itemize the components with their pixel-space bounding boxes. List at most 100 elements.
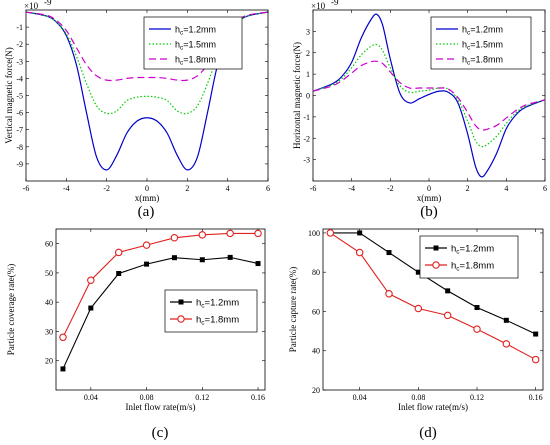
y-tick-label: -6 [16, 109, 23, 118]
series-line-1 [312, 13, 546, 178]
data-point-circle [326, 229, 335, 237]
data-point-square [474, 305, 480, 311]
legend-entry: hc=1.2mm [175, 25, 216, 37]
series-line-1 [62, 256, 259, 370]
exponent-power: -9 [331, 0, 339, 7]
legend-text-sub: c [180, 60, 184, 67]
data-point-circle [502, 340, 511, 348]
panel-label: (b) [420, 204, 438, 220]
x-tick-label: 0.08 [411, 393, 425, 402]
legend-text-sub: c [467, 30, 471, 37]
data-point-circle [254, 229, 262, 238]
data-point-square [445, 288, 451, 294]
legend-text-base: h [175, 55, 180, 65]
y-tick-label: 80 [312, 268, 320, 277]
x-tick-label: 6 [543, 184, 547, 193]
legend-text-rest: =1.2mm [183, 25, 216, 35]
legend-box [430, 16, 532, 70]
x-tick-label: 0.04 [84, 393, 98, 402]
data-point-circle [355, 248, 364, 257]
y-tick-label: 3 [306, 27, 310, 36]
data-point-square [255, 261, 261, 267]
data-point-square [88, 305, 94, 311]
chart-panel-3: 0.04 0.08 0.12 0.16 20 30 40 50 60 Inlet flow rat… [6, 228, 266, 441]
y-tick-label: 40 [312, 347, 320, 356]
legend-marker-circle [432, 261, 440, 269]
y-tick-label: 60 [45, 240, 53, 249]
legend-text-base: h [451, 244, 456, 255]
legend-text-rest: =1.2mm [460, 244, 495, 255]
x-tick-label: 0.08 [140, 393, 154, 402]
series-line-2 [62, 232, 259, 338]
data-point-square [227, 254, 233, 260]
data-point-circle [114, 248, 123, 257]
y-axis-label: Particle capture rate(%) [288, 267, 298, 352]
series-line-2 [330, 232, 536, 361]
x-tick-label: 0 [427, 184, 431, 193]
y-tick-label: 30 [45, 327, 53, 336]
x-tick-label: 2 [185, 184, 189, 193]
x-tick-label: 0.04 [353, 393, 367, 402]
legend-entry: hc=1.8mm [462, 55, 503, 67]
legend-marker-square [178, 299, 184, 305]
legend-text-sub: c [201, 320, 205, 327]
x-axis-label: Inlet flow rate(m/s) [398, 402, 468, 412]
legend-text-sub: c [456, 266, 460, 273]
exponent-label: ×10 [24, 1, 39, 11]
legend-text-base: h [451, 261, 456, 272]
legend-text-base: h [175, 40, 180, 50]
data-point-circle [87, 276, 95, 284]
legend-text-rest: =1.5mm [470, 40, 503, 50]
y-tick-label: 0 [306, 92, 310, 101]
data-point-circle [59, 333, 67, 342]
legend-text-base: h [462, 25, 467, 35]
legend-text-base: h [462, 55, 467, 65]
data-point-circle [198, 231, 207, 239]
exponent-power: -9 [44, 0, 52, 7]
data-point-square [386, 250, 392, 256]
x-tick-label: 0 [145, 184, 149, 193]
x-axis-label: x(mm) [135, 193, 160, 203]
data-point-square [60, 366, 66, 372]
y-tick-label: -1 [303, 113, 310, 122]
chart-panel-4: 0.04 0.08 0.12 0.16 20 40 60 80 100 Inlet flow ra… [288, 228, 544, 441]
data-point-square [144, 261, 150, 267]
data-point-circle [531, 355, 540, 364]
legend-marker-square [433, 245, 439, 251]
legend-entry: hc=1.8mm [451, 261, 494, 273]
y-tick-label: -3 [303, 156, 310, 165]
legend-entry: hc=1.5mm [175, 40, 216, 52]
series-line-3 [312, 60, 546, 131]
y-tick-label: 2 [306, 49, 310, 58]
y-tick-label: -1 [16, 23, 23, 32]
legend-text-sub: c [467, 45, 471, 52]
x-axis-label: Inlet flow rate(m/s) [126, 402, 196, 412]
legend-text-rest: =1.8mm [205, 315, 240, 326]
data-point-circle [414, 304, 423, 313]
y-axis-label: Horizontal magnetic force(N) [292, 42, 302, 149]
y-tick-label: -2 [303, 134, 310, 143]
data-point-square [199, 257, 205, 263]
y-tick-label: 50 [45, 269, 53, 278]
y-axis-label: Vertical magnetic force(N) [4, 47, 14, 143]
legend-text-rest: =1.5mm [183, 40, 216, 50]
legend-entry: hc=1.5mm [462, 40, 503, 52]
legend-text-rest: =1.8mm [460, 261, 495, 272]
legend-box [419, 235, 519, 279]
x-tick-label: -6 [310, 184, 317, 193]
y-axis-label: Particle coverage rate(%) [6, 264, 16, 355]
legend-text-sub: c [456, 249, 460, 256]
legend-text-sub: c [467, 60, 471, 67]
x-tick-label: 0.12 [195, 393, 209, 402]
legend-text-sub: c [180, 30, 184, 37]
legend-text-base: h [462, 40, 467, 50]
y-tick-label: 40 [45, 298, 53, 307]
y-tick-label: 100 [308, 229, 320, 238]
legend-text-rest: =1.2mm [470, 25, 503, 35]
legend-text-sub: c [201, 303, 205, 310]
legend-marker-circle [177, 315, 185, 323]
x-tick-label: 0.12 [470, 393, 484, 402]
